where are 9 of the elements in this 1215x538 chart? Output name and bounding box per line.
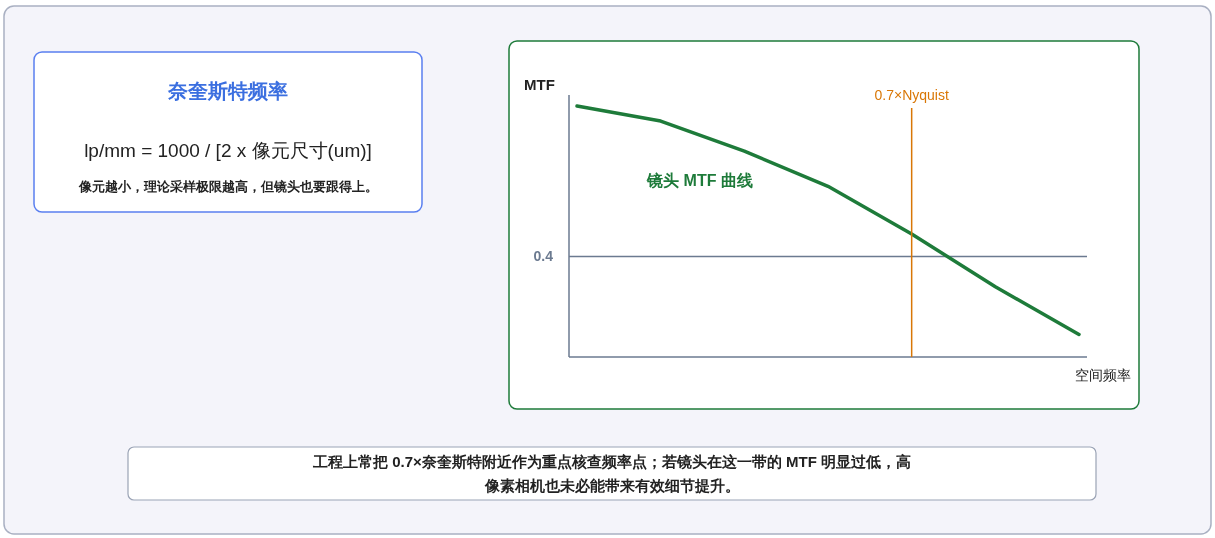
x-axis-title: 空间频率 <box>1075 367 1131 383</box>
text: 像元越小，理论采样极限越高，但镜头也要跟得上。 <box>77 179 378 194</box>
text: 0.7×Nyquist <box>874 87 949 103</box>
text: 工程上常把 0.7×奈奎斯特附近作为重点核查频率点；若镜头在这一带的 MTF 明显过低，高像素相机也未必能带来有效细节提升。 <box>312 452 912 496</box>
text: lp/mm = 1000 / [2 x 像元尺寸(um)] <box>84 140 372 161</box>
y-axis-title: MTF <box>524 76 555 93</box>
ref-line-label: 0.4 <box>533 247 554 264</box>
series-label: 镜头 MTF 曲线 <box>646 172 753 189</box>
text: 奈奎斯特频率 <box>167 80 288 102</box>
